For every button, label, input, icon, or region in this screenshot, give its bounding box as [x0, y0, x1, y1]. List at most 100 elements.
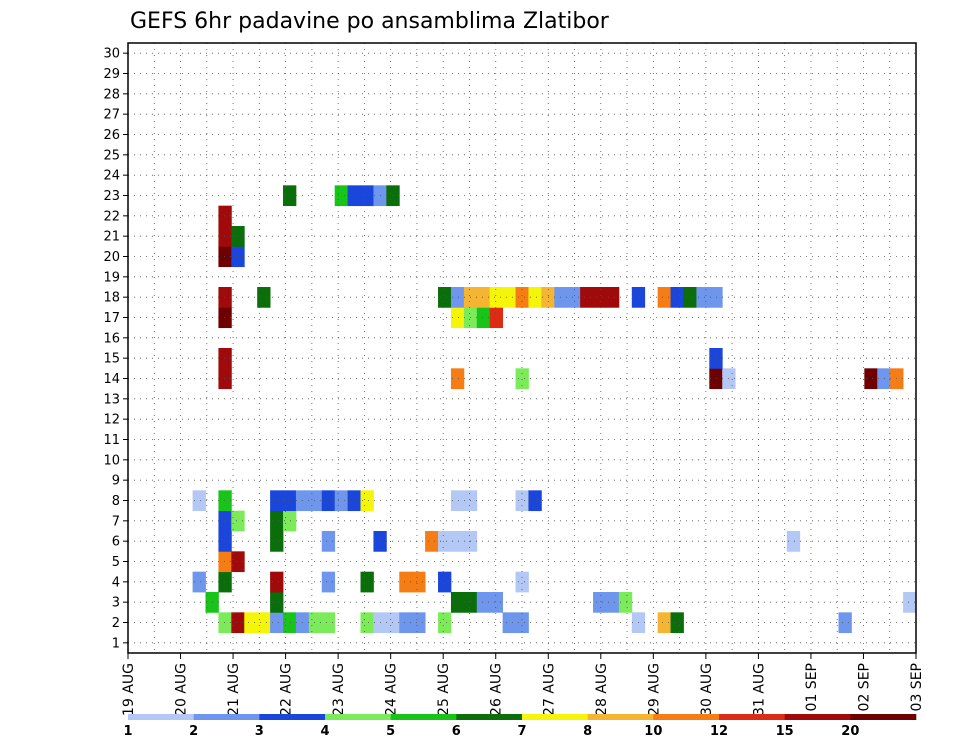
x-tick-label: 19 AUG — [121, 663, 137, 716]
heatmap-cell — [450, 490, 465, 512]
y-tick-label: 20 — [103, 250, 120, 265]
heatmap-cell — [399, 571, 413, 593]
heatmap-cell — [218, 287, 232, 308]
y-tick-label: 6 — [112, 535, 120, 550]
y-tick-label: 19 — [103, 270, 120, 285]
x-axis: 19 AUG 20 AUG 21 AUG 22 AUG 23 AUG 24 AUG 25 A… — [121, 653, 925, 716]
colorbar-label: 10 — [644, 724, 662, 739]
colorbar: 1 2 3 4 5 6 7 8 10 12 15 20 — [123, 714, 917, 739]
x-tick-label: 30 AUG — [699, 663, 715, 716]
heatmap-cell — [515, 571, 529, 593]
colorbar-label: 12 — [710, 724, 728, 739]
heatmap-cell — [877, 368, 891, 390]
x-tick-label: 21 AUG — [226, 663, 242, 716]
y-tick-label: 17 — [103, 311, 120, 326]
heatmap-cell — [231, 510, 245, 532]
x-tick-label: 25 AUG — [436, 663, 452, 716]
x-tick-label: 24 AUG — [384, 663, 400, 716]
heatmap-cell — [360, 490, 374, 512]
heatmap-cell — [450, 287, 465, 308]
y-tick-label: 30 — [103, 47, 120, 62]
y-tick-label: 2 — [112, 616, 120, 631]
colorbar-label: 7 — [517, 724, 526, 739]
y-tick-label: 13 — [103, 392, 120, 407]
y-tick-label: 27 — [103, 108, 120, 123]
heatmap-cell — [412, 571, 426, 593]
heatmap-cell — [321, 490, 336, 512]
heatmap-cell — [696, 287, 710, 308]
colorbar-label: 2 — [189, 724, 198, 739]
heatmap-cell — [283, 185, 297, 207]
heatmap-cell — [864, 368, 878, 390]
colorbar-swatch — [522, 714, 588, 720]
heatmap-cell — [593, 592, 607, 613]
heatmap-cell — [308, 612, 323, 634]
plot-frame — [127, 42, 917, 654]
heatmap-cell — [360, 571, 374, 593]
colorbar-label: 4 — [320, 724, 329, 739]
heatmap-cell — [218, 226, 232, 247]
heatmap-cell — [709, 348, 723, 369]
colorbar-swatch — [784, 714, 851, 720]
heatmap-cell — [321, 531, 336, 552]
colorbar-swatch — [719, 714, 785, 720]
heatmap-cell — [605, 592, 620, 613]
colorbar-label: 6 — [452, 724, 461, 739]
y-tick-label: 14 — [103, 372, 120, 387]
colorbar-swatch — [259, 714, 326, 720]
heatmap-cell — [502, 287, 516, 308]
heatmap-cell — [192, 490, 206, 512]
heatmap-cell — [283, 510, 297, 532]
heatmap-cell — [709, 287, 723, 308]
heatmap-cell — [450, 531, 465, 552]
y-tick-label: 4 — [112, 575, 120, 590]
y-tick-label: 5 — [112, 555, 120, 570]
heatmap-cell — [412, 612, 426, 634]
x-tick-label: 23 AUG — [331, 663, 347, 716]
colorbar-swatch — [456, 714, 523, 720]
y-tick-label: 24 — [103, 169, 120, 184]
heatmap-cell — [515, 612, 529, 634]
y-tick-label: 22 — [103, 209, 120, 224]
heatmap-cell — [528, 287, 542, 308]
heatmap-cell — [270, 531, 284, 552]
heatmap-cell — [489, 287, 504, 308]
heatmap-cell — [231, 246, 245, 268]
heatmap-cell — [218, 307, 232, 329]
heatmap-cell — [321, 571, 336, 593]
heatmap-cell — [489, 592, 504, 613]
colorbar-label: 5 — [386, 724, 395, 739]
heatmap-cell — [903, 592, 917, 613]
y-tick-label: 26 — [103, 128, 120, 143]
heatmap-cell — [334, 490, 349, 512]
heatmap-cell — [347, 490, 361, 512]
y-tick-label: 7 — [112, 514, 120, 529]
heatmap-cell — [270, 510, 284, 532]
colorbar-swatch — [128, 714, 194, 720]
heatmap-cell — [476, 307, 491, 329]
x-tick-label: 20 AUG — [174, 663, 190, 716]
heatmap-cell — [450, 368, 465, 390]
heatmap-cell — [593, 287, 607, 308]
heatmap-cell — [438, 612, 452, 634]
heatmap-cell — [218, 571, 232, 593]
heatmap-cell — [218, 246, 232, 268]
colorbar-label: 8 — [583, 724, 592, 739]
colorbar-label: 3 — [255, 724, 264, 739]
colorbar-swatch — [850, 714, 917, 720]
y-tick-label: 9 — [112, 474, 120, 489]
heatmap-cell — [270, 612, 284, 634]
y-tick-label: 1 — [112, 636, 120, 651]
y-tick-label: 16 — [103, 331, 120, 346]
heatmap-cell — [218, 368, 232, 390]
heatmap-cell — [618, 592, 633, 613]
colorbar-swatch — [193, 714, 260, 720]
heatmap-cell — [515, 287, 529, 308]
x-tick-label: 03 SEP — [909, 663, 925, 711]
heatmap-cells — [192, 185, 917, 634]
x-tick-label: 31 AUG — [751, 663, 767, 716]
heatmap-cell — [580, 287, 594, 308]
colorbar-label: 20 — [841, 724, 859, 739]
heatmap-cell — [438, 531, 452, 552]
